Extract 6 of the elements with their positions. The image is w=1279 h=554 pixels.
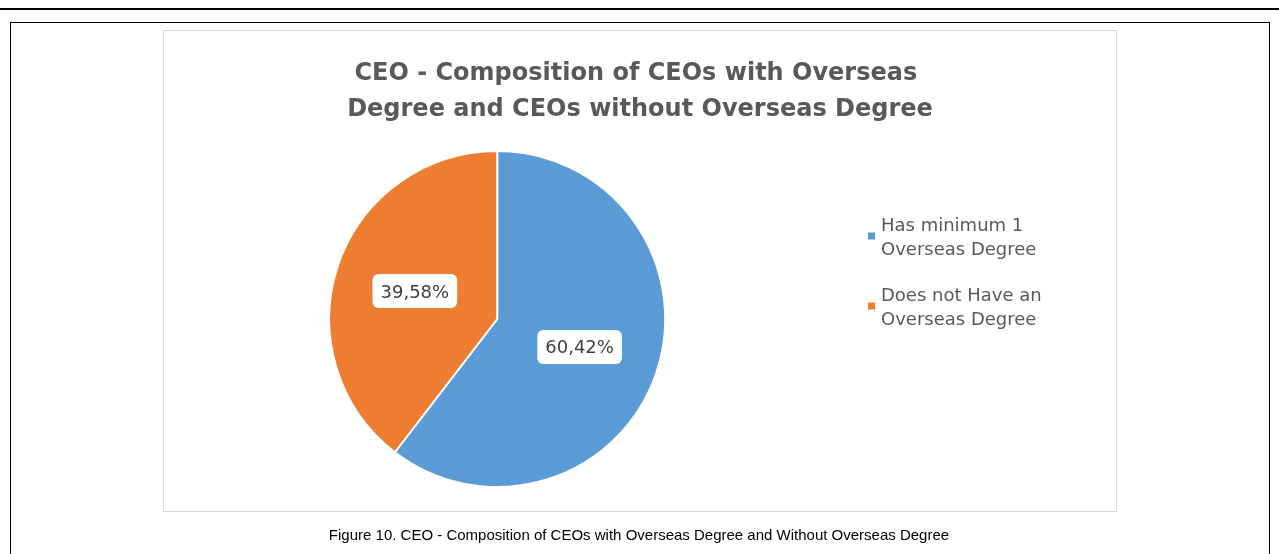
data-label: 60,42% (545, 336, 614, 358)
data-label: 39,58% (380, 280, 450, 302)
legend-label: Has minimum 1 Overseas Degree (881, 213, 1037, 259)
chart-title: CEO - Composition of CEOs with Overseas Degree and CEOs without Overseas Degree (347, 58, 933, 122)
legend-label: Does not Have an Overseas Degree (881, 283, 1048, 329)
caption: Figure 10. CEO - Composition of CEOs with Overseas Degree and Without Overseas Degree (327, 526, 951, 543)
